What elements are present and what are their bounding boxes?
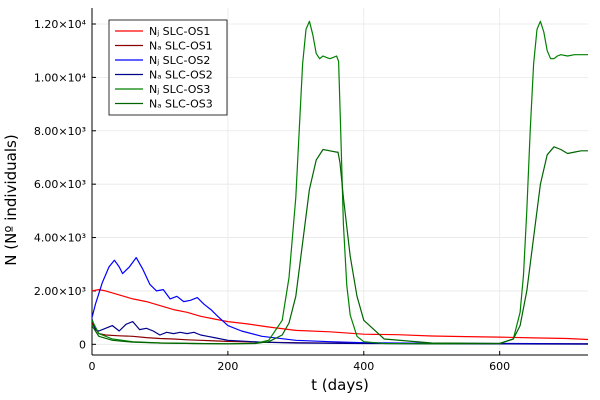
legend-label: Nⱼ SLC-OS2 [149,54,210,67]
legend-box [108,19,228,116]
series-line-1 [92,289,588,341]
series-line-3 [92,257,588,345]
tick-labels: 0 200 400 600 0 2.00×10³ 4.00×10³ 6.00×10³ 8.00×… [34,18,510,373]
series-line-2 [92,322,588,345]
y-tick-label: 1.20×10⁴ [34,18,87,31]
y-tick-label: 1.00×10⁴ [34,71,87,84]
legend-label: Nⱼ SLC-OS3 [149,83,210,96]
x-tick-label: 400 [353,360,374,373]
legend-label: Nₐ SLC-OS2 [149,69,213,82]
y-tick-label: 4.00×10³ [34,232,86,245]
y-tick-label: 8.00×10³ [34,125,86,138]
series-line-5 [92,20,588,345]
x-tick-label: 600 [489,360,510,373]
axes [91,8,588,356]
y-tick-label: 2.00×10³ [34,285,86,298]
y-tick-label: 0 [79,338,86,351]
legend-label: Nₐ SLC-OS3 [149,98,213,111]
legend-label: Nₐ SLC-OS1 [149,40,213,53]
y-tick-label: 6.00×10³ [34,178,86,191]
x-tick-label: 0 [89,360,96,373]
legend-label: Nⱼ SLC-OS1 [149,25,210,38]
series-line-6 [92,146,588,345]
x-axis-label: t (days) [311,376,369,394]
series-line-4 [92,318,588,345]
series-lines [92,20,588,345]
x-tick-label: 200 [217,360,238,373]
y-axis-label: N (Nº individuals) [2,134,20,265]
